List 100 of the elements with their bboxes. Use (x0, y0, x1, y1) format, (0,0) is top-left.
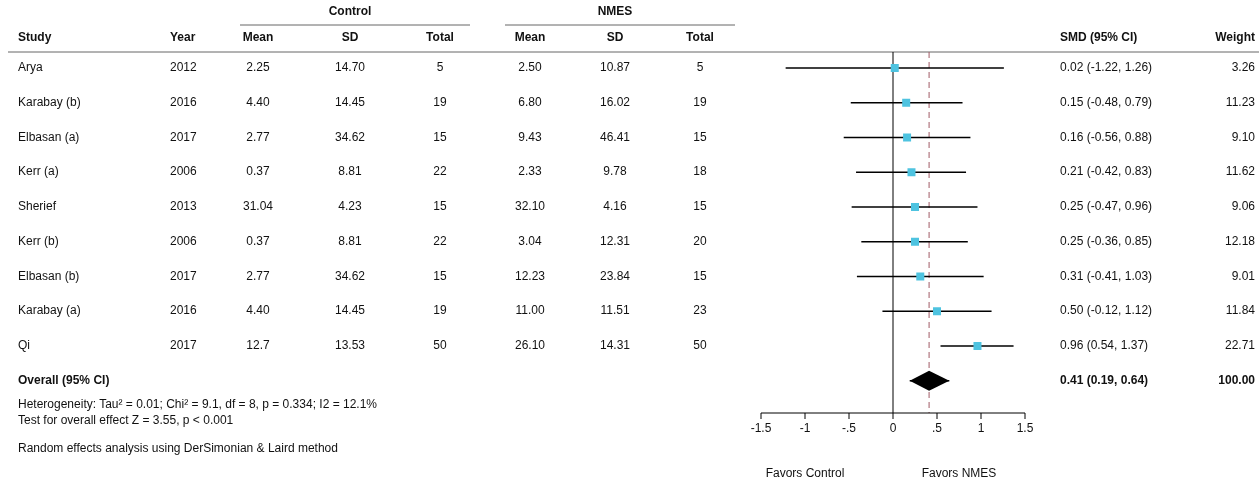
text: Study (18, 30, 52, 45)
text: 20 (693, 233, 707, 248)
text: 2006 (170, 233, 198, 248)
text: 46.41 (599, 129, 631, 144)
text: Elbasan (b) (18, 268, 80, 283)
text: 2016 (170, 303, 198, 318)
text: 14.70 (334, 60, 366, 75)
text: 18 (693, 164, 707, 179)
text: 8.81 (338, 233, 362, 248)
x-tick-label: 0 (889, 421, 897, 435)
text: 15 (693, 129, 707, 144)
x-tick-label: -.5 (841, 421, 857, 435)
text: 2006 (170, 164, 198, 179)
text: 9.06 (1231, 199, 1256, 214)
text: 12.18 (1224, 233, 1256, 248)
text: 3.26 (1231, 60, 1256, 75)
text: Sherief (18, 199, 57, 214)
text: 3.04 (518, 233, 542, 248)
text: Total (426, 30, 454, 45)
text: Control (328, 4, 372, 19)
x-tick-label: .5 (931, 421, 943, 435)
x-tick-label: 1.5 (1016, 421, 1034, 435)
text: Mean (242, 30, 274, 45)
text: 5 (696, 60, 704, 75)
text: 50 (693, 338, 707, 353)
text: 22 (433, 233, 447, 248)
text: 32.10 (514, 199, 546, 214)
text: 9.10 (1231, 129, 1256, 144)
text: 50 (433, 338, 447, 353)
text: 2.33 (518, 164, 542, 179)
text: 2.77 (246, 268, 270, 283)
text: 15 (693, 268, 707, 283)
text: 34.62 (334, 129, 366, 144)
data-label: 0.15 (-0.48, 0.79) (1060, 94, 1153, 109)
text: 4.16 (603, 199, 627, 214)
text: 9.43 (518, 129, 542, 144)
data-label: 0.25 (-0.47, 0.96) (1060, 199, 1153, 214)
text: 100.00 (1218, 372, 1256, 387)
text: 5 (436, 60, 444, 75)
text: 15 (433, 129, 447, 144)
text: Karabay (a) (18, 303, 81, 318)
text: 2017 (170, 338, 198, 353)
text: 11.62 (1225, 164, 1256, 179)
data-label: 0.16 (-0.56, 0.88) (1060, 129, 1153, 144)
text: 6.80 (518, 94, 542, 109)
text: 15 (433, 268, 447, 283)
text: 23.84 (599, 268, 631, 283)
text: 4.40 (246, 303, 270, 318)
text: Mean (514, 30, 546, 45)
text: Test for overall effect Z = 3.55, p < 0.001 (18, 412, 234, 427)
text: 2012 (170, 60, 198, 75)
text: Karabay (b) (18, 94, 81, 109)
text: 12.23 (514, 268, 546, 283)
text: 19 (433, 94, 447, 109)
text: 2017 (170, 129, 198, 144)
text: 16.02 (599, 94, 631, 109)
text: 14.31 (599, 338, 631, 353)
text: Kerr (a) (18, 164, 59, 179)
text: 11.84 (1225, 303, 1256, 318)
text: 11.00 (515, 303, 545, 318)
text: 22.71 (1224, 338, 1256, 353)
text: 11.23 (1225, 94, 1256, 109)
data-label: 0.21 (-0.42, 0.83) (1060, 164, 1153, 179)
text: Favors NMES (921, 466, 997, 480)
text: 4.23 (338, 199, 362, 214)
text: 19 (693, 94, 707, 109)
text: 9.01 (1231, 268, 1256, 283)
text: 26.10 (514, 338, 546, 353)
text: 15 (433, 199, 447, 214)
text: 13.53 (334, 338, 366, 353)
text: 10.87 (599, 60, 631, 75)
text: NMES (597, 4, 633, 19)
text: Arya (18, 60, 43, 75)
data-label: 0.02 (-1.22, 1.26) (1060, 60, 1153, 75)
data-label: 0.31 (-0.41, 1.03) (1060, 268, 1153, 283)
text: 34.62 (334, 268, 366, 283)
text: Kerr (b) (18, 233, 59, 248)
text: Heterogeneity: Tau² = 0.01; Chi² = 9.1, df = 8, p = 0.334; I2 = 12.1% (18, 396, 378, 411)
text: 2.50 (518, 60, 542, 75)
text: 8.81 (338, 164, 362, 179)
text: 0.37 (246, 164, 270, 179)
text: 2.25 (246, 60, 270, 75)
text: Year (170, 30, 196, 45)
text: 12.31 (599, 233, 631, 248)
x-tick-label: -1.5 (750, 421, 772, 435)
x-tick-label: 1 (977, 421, 985, 435)
text: 22 (433, 164, 447, 179)
text: 0.37 (246, 233, 270, 248)
text: Favors Control (765, 466, 845, 480)
text: 14.45 (334, 303, 366, 318)
text: 14.45 (334, 94, 366, 109)
text: 23 (693, 303, 707, 318)
text: 2.77 (246, 129, 270, 144)
text: Overall (95% CI) (18, 372, 110, 387)
text: Random effects analysis using DerSimonian & Laird method (18, 440, 338, 455)
data-label: 0.96 (0.54, 1.37) (1060, 338, 1149, 353)
text: 2016 (170, 94, 198, 109)
text: SD (606, 30, 624, 45)
text: 19 (433, 303, 447, 318)
text: 31.04 (242, 199, 274, 214)
